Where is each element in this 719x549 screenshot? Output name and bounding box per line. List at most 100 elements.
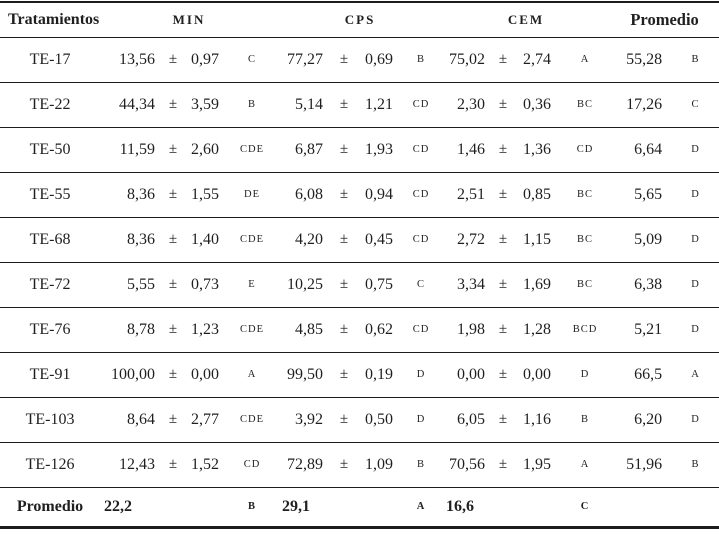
summary-label: Promedio [16, 497, 84, 515]
treatment-row: TE-50 11,59 ± 2,60 CDE 6,87 ± 1,93 CD 1,… [0, 127, 719, 172]
min-mean-value: 44,34 [119, 95, 155, 113]
plus-minus-symbol: ± [339, 321, 349, 337]
treatment-label: TE-126 [25, 455, 75, 473]
treatment-label: TE-91 [29, 365, 71, 383]
treatment-row: TE-55 8,36 ± 1,55 DE 6,08 ± 0,94 CD 2,51… [0, 172, 719, 217]
cem-mean-value: 6,05 [457, 410, 486, 428]
min-sd-value: 3,59 [191, 95, 219, 113]
cps-group-letter: B [417, 54, 426, 65]
min-group-letter: CD [243, 459, 261, 470]
plus-minus-symbol: ± [339, 141, 349, 157]
treatment-row: TE-126 12,43 ± 1,52 CD 72,89 ± 1,09 B 70… [0, 442, 719, 487]
summary-cps-mean-value: 29,1 [282, 497, 311, 515]
min-sd-value: 0,73 [191, 275, 219, 293]
plus-minus-symbol: ± [168, 231, 178, 247]
avg-mean-value: 66,5 [634, 365, 663, 383]
avg-mean-value: 5,21 [634, 320, 663, 338]
avg-group-letter: D [691, 144, 700, 155]
cps-mean-value: 6,08 [295, 185, 324, 203]
cem-sd-value: 1,36 [523, 140, 552, 158]
avg-group-letter: A [691, 369, 700, 380]
cem-group-letter: BC [577, 99, 594, 110]
cps-group-letter: CD [412, 189, 430, 200]
min-sd-value: 2,60 [191, 140, 219, 158]
treatment-label: TE-17 [29, 50, 71, 68]
summary-row: Promedio 22,2 B 29,1 A 16,6 C [0, 487, 719, 527]
cem-mean-value: 2,72 [457, 230, 486, 248]
plus-minus-symbol: ± [339, 411, 349, 427]
cps-mean-value: 99,50 [287, 365, 324, 383]
avg-group-letter: D [691, 189, 700, 200]
summary-cem-mean-value: 16,6 [446, 497, 475, 515]
cps-sd-value: 1,09 [365, 455, 394, 473]
cps-sd-value: 0,62 [365, 320, 394, 338]
plus-minus-symbol: ± [339, 51, 349, 67]
plus-minus-symbol: ± [339, 276, 349, 292]
avg-group-letter: D [691, 414, 700, 425]
column-header-treatments: Tratamientos [8, 10, 100, 28]
cps-sd-value: 1,21 [365, 95, 394, 113]
min-mean-value: 100,00 [111, 365, 155, 383]
plus-minus-symbol: ± [168, 366, 178, 382]
min-sd-value: 1,55 [191, 185, 219, 203]
avg-mean-value: 6,64 [634, 140, 663, 158]
avg-mean-value: 17,26 [626, 95, 663, 113]
cem-sd-value: 1,28 [523, 320, 552, 338]
cem-mean-value: 75,02 [449, 50, 486, 68]
empty-cell [358, 487, 400, 527]
cps-mean-value: 6,87 [295, 140, 324, 158]
avg-group-letter: C [691, 99, 700, 110]
cem-sd-value: 2,74 [523, 50, 552, 68]
treatment-row: TE-72 5,55 ± 0,73 E 10,25 ± 0,75 C 3,34 … [0, 262, 719, 307]
cps-group-letter: D [416, 414, 426, 425]
min-group-letter: CDE [240, 414, 265, 425]
cps-mean-value: 10,25 [287, 275, 324, 293]
empty-cell [492, 487, 514, 527]
min-sd-value: 1,40 [191, 230, 219, 248]
empty-cell [672, 487, 719, 527]
min-mean-value: 12,43 [119, 455, 155, 473]
avg-group-letter: B [691, 459, 700, 470]
plus-minus-symbol: ± [339, 456, 349, 472]
cps-sd-value: 0,45 [365, 230, 394, 248]
treatment-label: TE-55 [29, 185, 71, 203]
min-mean-value: 8,36 [127, 230, 155, 248]
min-mean-value: 5,55 [127, 275, 155, 293]
plus-minus-symbol: ± [339, 96, 349, 112]
empty-cell [330, 487, 358, 527]
plus-minus-symbol: ± [168, 186, 178, 202]
plus-minus-symbol: ± [498, 186, 508, 202]
cps-group-letter: CD [412, 99, 430, 110]
min-group-letter: A [247, 369, 257, 380]
column-header-cem: CEM [507, 11, 545, 27]
plus-minus-symbol: ± [168, 456, 178, 472]
treatment-row: TE-76 8,78 ± 1,23 CDE 4,85 ± 0,62 CD 1,9… [0, 307, 719, 352]
cps-group-letter: CD [412, 144, 430, 155]
plus-minus-symbol: ± [168, 51, 178, 67]
treatment-row: TE-68 8,36 ± 1,40 CDE 4,20 ± 0,45 CD 2,7… [0, 217, 719, 262]
treatment-row: TE-91 100,00 ± 0,00 A 99,50 ± 0,19 D 0,0… [0, 352, 719, 397]
cps-group-letter: C [417, 279, 426, 290]
avg-group-letter: D [691, 234, 700, 245]
min-group-letter: B [248, 99, 257, 110]
cps-sd-value: 0,19 [365, 365, 394, 383]
cem-sd-value: 0,00 [523, 365, 552, 383]
treatment-label: TE-22 [29, 95, 71, 113]
summary-min-mean-value: 22,2 [104, 497, 132, 515]
cem-mean-value: 0,00 [457, 365, 486, 383]
cem-mean-value: 70,56 [449, 455, 486, 473]
plus-minus-symbol: ± [498, 231, 508, 247]
plus-minus-symbol: ± [339, 186, 349, 202]
avg-mean-value: 51,96 [626, 455, 663, 473]
cem-mean-value: 1,46 [457, 140, 486, 158]
avg-mean-value: 5,65 [634, 185, 663, 203]
summary-min-group-letter: B [248, 501, 257, 512]
column-header-promedio: Promedio [630, 9, 699, 29]
avg-mean-value: 6,38 [634, 275, 663, 293]
cps-group-letter: CD [412, 324, 430, 335]
cem-sd-value: 1,15 [523, 230, 552, 248]
plus-minus-symbol: ± [498, 411, 508, 427]
plus-minus-symbol: ± [168, 141, 178, 157]
cps-mean-value: 72,89 [287, 455, 324, 473]
plus-minus-symbol: ± [168, 321, 178, 337]
